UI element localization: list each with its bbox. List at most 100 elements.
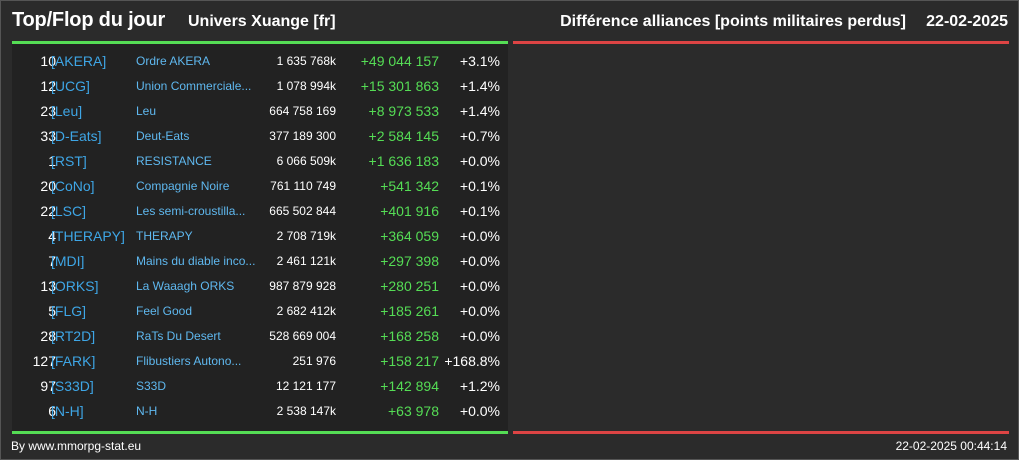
alliance-rank: 33 [40, 128, 56, 144]
alliance-pct: +3.1% [459, 53, 500, 69]
alliance-rank: 28 [40, 328, 56, 344]
alliance-name-link[interactable]: Mains du diable inco... [136, 254, 256, 268]
alliance-pct: +0.0% [459, 303, 500, 319]
alliance-tag-link[interactable]: [CoNo] [51, 178, 95, 194]
alliance-rank: 7 [48, 253, 56, 269]
table-row: 28 [RT2D] RaTs Du Desert 528 669 004 +168 25… [12, 324, 508, 349]
alliance-diff: +541 342 [380, 178, 439, 194]
alliance-diff: +15 301 863 [360, 78, 439, 94]
alliance-name-link[interactable]: S33D [136, 379, 167, 393]
table-row: 7 [MDI] Mains du diable inco... 2 461 121k +… [12, 249, 508, 274]
alliance-points: 2 538 147k [276, 404, 336, 418]
table-row: 13 [ORKS] La Waaagh ORKS 987 879 928 +280 25… [12, 274, 508, 299]
alliance-points: 528 669 004 [269, 329, 336, 343]
alliance-name-link[interactable]: Feel Good [136, 304, 193, 318]
alliance-tag-link[interactable]: [FARK] [51, 353, 96, 369]
alliance-diff: +364 059 [380, 228, 439, 244]
alliance-rank: 12 [40, 78, 56, 94]
table-row: 33 [D-Eats] Deut-Eats 377 189 300 +2 584 145… [12, 124, 508, 149]
bottom-divider-green [12, 431, 508, 434]
alliance-pct: +0.0% [459, 328, 500, 344]
alliance-diff: +2 584 145 [368, 128, 439, 144]
alliance-pct: +0.1% [459, 178, 500, 194]
alliance-diff: +401 916 [380, 203, 439, 219]
alliance-rank: 6 [48, 403, 56, 419]
alliance-pct: +1.4% [459, 103, 500, 119]
alliance-tag-link[interactable]: [THERAPY] [51, 228, 125, 244]
alliance-tag-link[interactable]: [S33D] [51, 378, 94, 394]
alliance-diff: +297 398 [380, 253, 439, 269]
alliance-name-link[interactable]: N-H [136, 404, 158, 418]
alliance-tag-link[interactable]: [RST] [51, 153, 87, 169]
table-row: 5 [FLG] Feel Good 2 682 412k +185 261 +0.0% [12, 299, 508, 324]
alliance-points: 6 066 509k [276, 154, 336, 168]
alliance-name-link[interactable]: Union Commerciale... [136, 79, 252, 93]
alliance-name-link[interactable]: Deut-Eats [136, 129, 190, 143]
alliance-rank: 97 [40, 378, 56, 394]
alliance-diff: +142 894 [380, 378, 439, 394]
table-row: 97 [S33D] S33D 12 121 177 +142 894 +1.2% [12, 374, 508, 399]
flop-list-panel [513, 44, 1009, 431]
top-divider-green [12, 41, 508, 44]
table-row: 1 [RST] RESISTANCE 6 066 509k +1 636 183 +0.0… [12, 149, 508, 174]
alliance-points: 2 461 121k [276, 254, 336, 268]
alliance-pct: +0.0% [459, 253, 500, 269]
alliance-name-link[interactable]: Les semi-croustilla... [136, 204, 246, 218]
alliance-pct: +0.1% [459, 203, 500, 219]
alliance-points: 664 758 169 [269, 104, 336, 118]
footer-source-link[interactable]: By www.mmorpg-stat.eu [11, 439, 142, 453]
table-row: 12 [UCG] Union Commerciale... 1 078 994k +15… [12, 74, 508, 99]
alliance-tag-link[interactable]: [D-Eats] [51, 128, 102, 144]
alliance-points: 251 976 [292, 354, 336, 368]
table-row: 4 [THERAPY] THERAPY 2 708 719k +364 059 +0.0% [12, 224, 508, 249]
footer-timestamp: 22-02-2025 00:44:14 [895, 439, 1007, 453]
table-row: 23 [Leu] Leu 664 758 169 +8 973 533 +1.4% [12, 99, 508, 124]
table-row: 20 [CoNo] Compagnie Noire 761 110 749 +541 3… [12, 174, 508, 199]
alliance-tag-link[interactable]: [MDI] [51, 253, 85, 269]
alliance-pct: +0.0% [459, 228, 500, 244]
page-title: Top/Flop du jour [12, 9, 166, 31]
alliance-tag-link[interactable]: [ORKS] [51, 278, 99, 294]
alliance-points: 12 121 177 [275, 379, 336, 393]
alliance-diff: +168 258 [380, 328, 439, 344]
alliance-name-link[interactable]: La Waaagh ORKS [136, 279, 235, 293]
alliance-name-link[interactable]: Ordre AKERA [136, 54, 211, 68]
alliance-tag-link[interactable]: [RT2D] [51, 328, 96, 344]
alliance-name-link[interactable]: Leu [136, 104, 157, 118]
alliance-name-link[interactable]: Flibustiers Autono... [136, 354, 242, 368]
alliance-points: 761 110 749 [270, 179, 336, 193]
alliance-diff: +185 261 [380, 303, 439, 319]
alliance-tag-link[interactable]: [AKERA] [51, 53, 107, 69]
alliance-diff: +63 978 [388, 403, 439, 419]
alliance-name-link[interactable]: THERAPY [136, 229, 193, 243]
alliance-tag-link[interactable]: [LSC] [51, 203, 87, 219]
table-row: 22 [LSC] Les semi-croustilla... 665 502 844… [12, 199, 508, 224]
alliance-name-link[interactable]: Compagnie Noire [136, 179, 230, 193]
alliance-tag-link[interactable]: [UCG] [51, 78, 90, 94]
alliance-pct: +0.7% [459, 128, 500, 144]
date-label: 22-02-2025 [926, 13, 1008, 30]
alliance-rank: 20 [40, 178, 56, 194]
alliance-tag-link[interactable]: [Leu] [51, 103, 83, 119]
ranking-type-label: Différence alliances [points militaires … [560, 13, 906, 30]
alliance-name-link[interactable]: RaTs Du Desert [136, 329, 221, 343]
header: Top/Flop du jour Univers Xuange [fr] Dif… [1, 1, 1018, 41]
alliance-pct: +0.0% [459, 153, 500, 169]
alliance-pct: +0.0% [459, 403, 500, 419]
alliance-diff: +280 251 [380, 278, 439, 294]
alliance-rank: 5 [48, 303, 56, 319]
alliance-rank: 4 [48, 228, 56, 244]
alliance-rank: 13 [40, 278, 56, 294]
alliance-points: 665 502 844 [269, 204, 336, 218]
alliance-pct: +1.4% [459, 78, 500, 94]
alliance-tag-link[interactable]: [FLG] [51, 303, 87, 319]
alliance-rank: 10 [40, 53, 56, 69]
alliance-points: 2 682 412k [276, 304, 336, 318]
universe-label: Univers Xuange [fr] [188, 13, 336, 30]
alliance-points: 377 189 300 [269, 129, 336, 143]
alliance-points: 2 708 719k [276, 229, 336, 243]
alliance-tag-link[interactable]: [N-H] [51, 403, 84, 419]
alliance-diff: +1 636 183 [368, 153, 439, 169]
alliance-name-link[interactable]: RESISTANCE [136, 154, 212, 168]
alliance-diff: +49 044 157 [360, 53, 439, 69]
